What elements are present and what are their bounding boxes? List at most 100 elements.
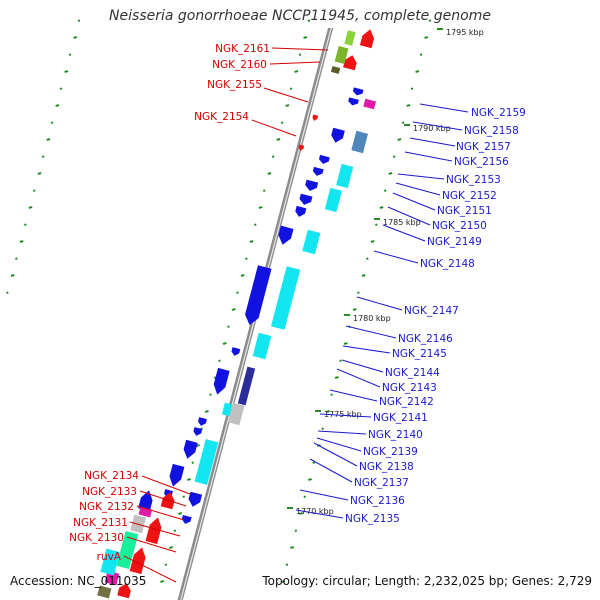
gene-feature-reverse: [331, 127, 345, 143]
marker-dot: [222, 342, 227, 345]
gene-feature-reverse: [231, 347, 241, 356]
gene-leader-line: [395, 182, 441, 196]
marker-dot: [361, 274, 366, 277]
gene-labels: NGK_2161 NGK_2160 NGK_2155 NGK_2154 NGK_2134…: [69, 43, 526, 583]
marker-dot: [294, 70, 299, 73]
scale-tick-label: 1770 kbp: [296, 507, 334, 516]
gene-feature-forward: [359, 29, 375, 49]
gene-label: NGK_2130: [69, 532, 124, 544]
marker-dot: [254, 223, 257, 226]
gene-features: [97, 29, 376, 599]
gene-leader-line: [319, 413, 372, 418]
marker-dot: [24, 223, 27, 226]
marker-dot: [330, 393, 333, 396]
gene-label: NGK_2139: [363, 446, 418, 458]
marker-dot: [357, 291, 360, 294]
gene-label: NGK_2154: [194, 111, 249, 123]
marker-dot: [50, 121, 54, 124]
marker-dot: [397, 138, 402, 141]
gene-feature-reverse: [324, 187, 342, 213]
marker-dot: [308, 478, 312, 481]
gene-feature-reverse: [351, 130, 368, 154]
gene-leader-line: [126, 536, 177, 553]
marker-dot: [258, 206, 263, 209]
gene-leader-line: [309, 458, 353, 483]
scale-tick-label: 1790 kbp: [413, 124, 451, 133]
scale-tick-label: 1795 kbp: [446, 28, 484, 37]
gene-label: NGK_2145: [392, 348, 447, 360]
gene-feature-reverse: [183, 439, 198, 459]
marker-dot: [263, 189, 266, 192]
marker-dot: [290, 546, 295, 549]
gene-feature-reverse: [295, 205, 307, 217]
scale-ticks: 1795 kbp 1790 kbp 1785 kbp 1780 kbp 1775 kbp…: [287, 28, 484, 516]
gene-leader-line: [419, 103, 469, 113]
marker-dot: [271, 155, 275, 158]
gene-label: NGK_2132: [79, 501, 134, 513]
gene-feature-forward: [145, 517, 162, 545]
marker-dot: [321, 427, 324, 430]
gene-leader-line: [299, 489, 349, 501]
marker-dot: [339, 359, 342, 362]
gene-label: NGK_2137: [354, 477, 409, 489]
marker-dot: [392, 155, 396, 158]
marker-dot: [240, 274, 245, 277]
gene-leader-line: [141, 475, 191, 495]
gene-feature-reverse: [363, 98, 376, 110]
gene-leader-line: [345, 325, 397, 339]
gene-feature-reverse: [305, 179, 319, 191]
marker-dot: [299, 512, 303, 515]
marker-dot: [209, 393, 212, 396]
topology-summary: Topology: circular; Length: 2,232,025 bp…: [262, 574, 592, 588]
marker-dot: [6, 291, 9, 294]
gene-feature-reverse: [252, 332, 272, 360]
marker-dot: [276, 138, 281, 141]
gene-label: NGK_2135: [345, 513, 400, 525]
marker-dot: [343, 342, 348, 345]
gene-label: NGK_2143: [382, 382, 437, 394]
marker-dot: [19, 240, 24, 243]
marker-dot: [384, 189, 387, 192]
gene-leader-line: [263, 87, 309, 103]
marker-dot: [218, 359, 221, 362]
marker-dot: [280, 121, 284, 124]
gene-feature-reverse: [213, 367, 230, 395]
gene-label: NGK_2150: [432, 220, 487, 232]
gene-label: NGK_2158: [464, 125, 519, 137]
gene-leader-line: [397, 173, 445, 180]
marker-dot: [352, 308, 357, 311]
scale-tick-label: 1785 kbp: [383, 218, 421, 227]
gene-leader-line: [316, 437, 362, 452]
gene-label: NGK_2134: [84, 470, 139, 482]
marker-dot: [231, 308, 236, 311]
marker-dot: [249, 240, 254, 243]
gene-label: NGK_2152: [442, 190, 497, 202]
gene-feature-reverse: [270, 266, 301, 330]
gene-label: NGK_2131: [73, 517, 128, 529]
marker-dot: [182, 495, 185, 498]
gene-leader-line: [123, 555, 177, 583]
accession-text: Accession: NC_011035: [10, 574, 147, 588]
gene-label: NGK_2156: [454, 156, 509, 168]
marker-dot: [178, 512, 182, 515]
gene-label: NGK_2140: [368, 429, 423, 441]
gene-leader-line: [271, 47, 329, 51]
gene-leader-line: [341, 359, 384, 373]
gene-leader-line: [342, 345, 391, 354]
marker-dot: [375, 223, 378, 226]
gene-leader-line: [392, 192, 436, 211]
marker-dot: [419, 53, 423, 56]
marker-dot: [77, 19, 81, 22]
gene-feature-reverse: [318, 154, 330, 164]
gene-label: NGK_2141: [373, 412, 428, 424]
gene-leader-line: [129, 521, 181, 537]
gene-label: NGK_2138: [359, 461, 414, 473]
gene-leader-line: [382, 224, 426, 242]
gene-label: NGK_2148: [420, 258, 475, 270]
map-title: Neisseria gonorrhoeae NCCP11945, complet…: [109, 8, 491, 24]
scale-tick-label: 1775 kbp: [324, 410, 362, 419]
marker-dot: [68, 53, 72, 56]
marker-dot: [64, 70, 69, 73]
marker-dot: [325, 410, 330, 413]
gene-leader-line: [356, 296, 403, 311]
